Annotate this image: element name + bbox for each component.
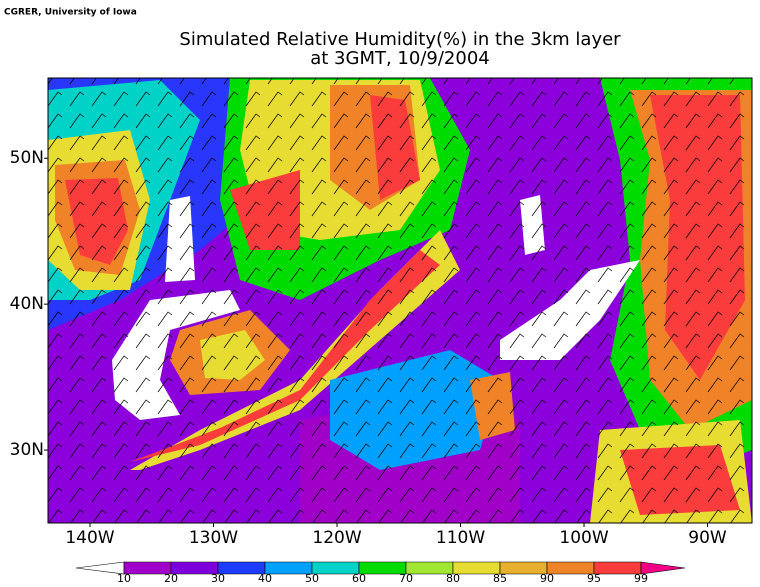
colorbar-swatch bbox=[640, 561, 686, 575]
colorbar-label: 40 bbox=[258, 572, 272, 585]
title-line: at 3GMT, 10/9/2004 bbox=[310, 48, 489, 69]
colorbar-label: 70 bbox=[399, 572, 413, 585]
colorbar-label: 90 bbox=[540, 572, 554, 585]
colorbar-label: 50 bbox=[305, 572, 319, 585]
lat-label: 30N bbox=[10, 440, 44, 460]
lat-label: 50N bbox=[10, 148, 44, 168]
lon-label: 120W bbox=[312, 528, 361, 548]
lat-label: 40N bbox=[10, 294, 44, 314]
lon-label: 110W bbox=[436, 528, 485, 548]
lon-label: 100W bbox=[559, 528, 608, 548]
colorbar-label: 95 bbox=[587, 572, 601, 585]
map-frame bbox=[47, 77, 753, 524]
colorbar-label: 80 bbox=[446, 572, 460, 585]
lon-label: 130W bbox=[189, 528, 238, 548]
colorbar-label: 10 bbox=[117, 572, 131, 585]
lon-label: 140W bbox=[65, 528, 114, 548]
colorbar-label: 60 bbox=[352, 572, 366, 585]
colorbar-label: 85 bbox=[493, 572, 507, 585]
humidity-field bbox=[48, 78, 752, 523]
colorbar-label: 30 bbox=[211, 572, 225, 585]
lon-label: 90W bbox=[688, 528, 727, 548]
title-line: Simulated Relative Humidity(%) in the 3k… bbox=[179, 29, 621, 50]
colorbar-label: 99 bbox=[634, 572, 648, 585]
credit: CGRER, University of Iowa bbox=[4, 8, 137, 18]
colorbar-label: 20 bbox=[164, 572, 178, 585]
